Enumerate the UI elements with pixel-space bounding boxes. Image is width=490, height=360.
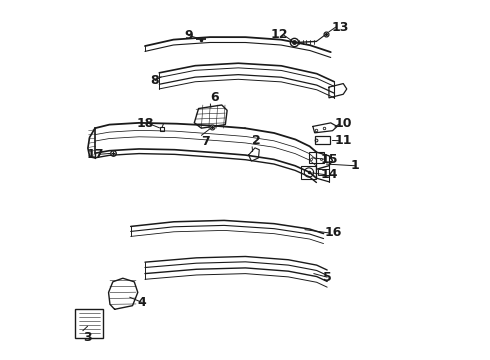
- Text: 1: 1: [350, 159, 359, 172]
- Text: 14: 14: [321, 168, 338, 181]
- Text: 17: 17: [86, 148, 104, 161]
- Text: 13: 13: [331, 21, 349, 33]
- Text: 16: 16: [324, 226, 342, 239]
- Text: 8: 8: [150, 74, 159, 87]
- Text: 11: 11: [335, 134, 352, 147]
- Text: 2: 2: [252, 134, 261, 147]
- Text: 6: 6: [210, 91, 219, 104]
- Text: 4: 4: [137, 296, 146, 309]
- Text: 12: 12: [270, 28, 288, 41]
- Text: 3: 3: [83, 331, 92, 344]
- Text: 5: 5: [323, 271, 332, 284]
- Text: 7: 7: [201, 135, 210, 148]
- Text: 9: 9: [184, 29, 193, 42]
- Text: 15: 15: [321, 153, 338, 166]
- Text: 18: 18: [137, 117, 154, 130]
- Text: 10: 10: [335, 117, 352, 130]
